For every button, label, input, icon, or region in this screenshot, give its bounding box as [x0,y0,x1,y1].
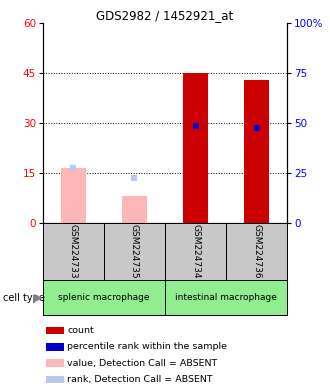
Bar [183,73,208,223]
Bar [43,223,104,280]
Bar [46,359,64,367]
Text: GSM224735: GSM224735 [130,224,139,279]
Bar [46,376,64,383]
Text: GSM224733: GSM224733 [69,224,78,279]
Bar [165,223,226,280]
Bar [244,79,269,223]
Title: GDS2982 / 1452921_at: GDS2982 / 1452921_at [96,9,234,22]
Text: value, Detection Call = ABSENT: value, Detection Call = ABSENT [67,359,218,367]
Text: count: count [67,326,94,335]
Text: GSM224736: GSM224736 [252,224,261,279]
Text: ▶: ▶ [34,293,42,303]
Text: rank, Detection Call = ABSENT: rank, Detection Call = ABSENT [67,375,213,384]
Bar [226,223,287,280]
Bar [46,343,64,351]
Bar [122,196,147,223]
Bar [43,280,165,315]
Text: intestinal macrophage: intestinal macrophage [175,293,277,302]
Text: splenic macrophage: splenic macrophage [58,293,150,302]
Bar [165,280,287,315]
Text: percentile rank within the sample: percentile rank within the sample [67,342,227,351]
Bar [46,326,64,334]
Bar [61,168,85,223]
Text: GSM224734: GSM224734 [191,224,200,279]
Bar [104,223,165,280]
Text: cell type: cell type [3,293,45,303]
